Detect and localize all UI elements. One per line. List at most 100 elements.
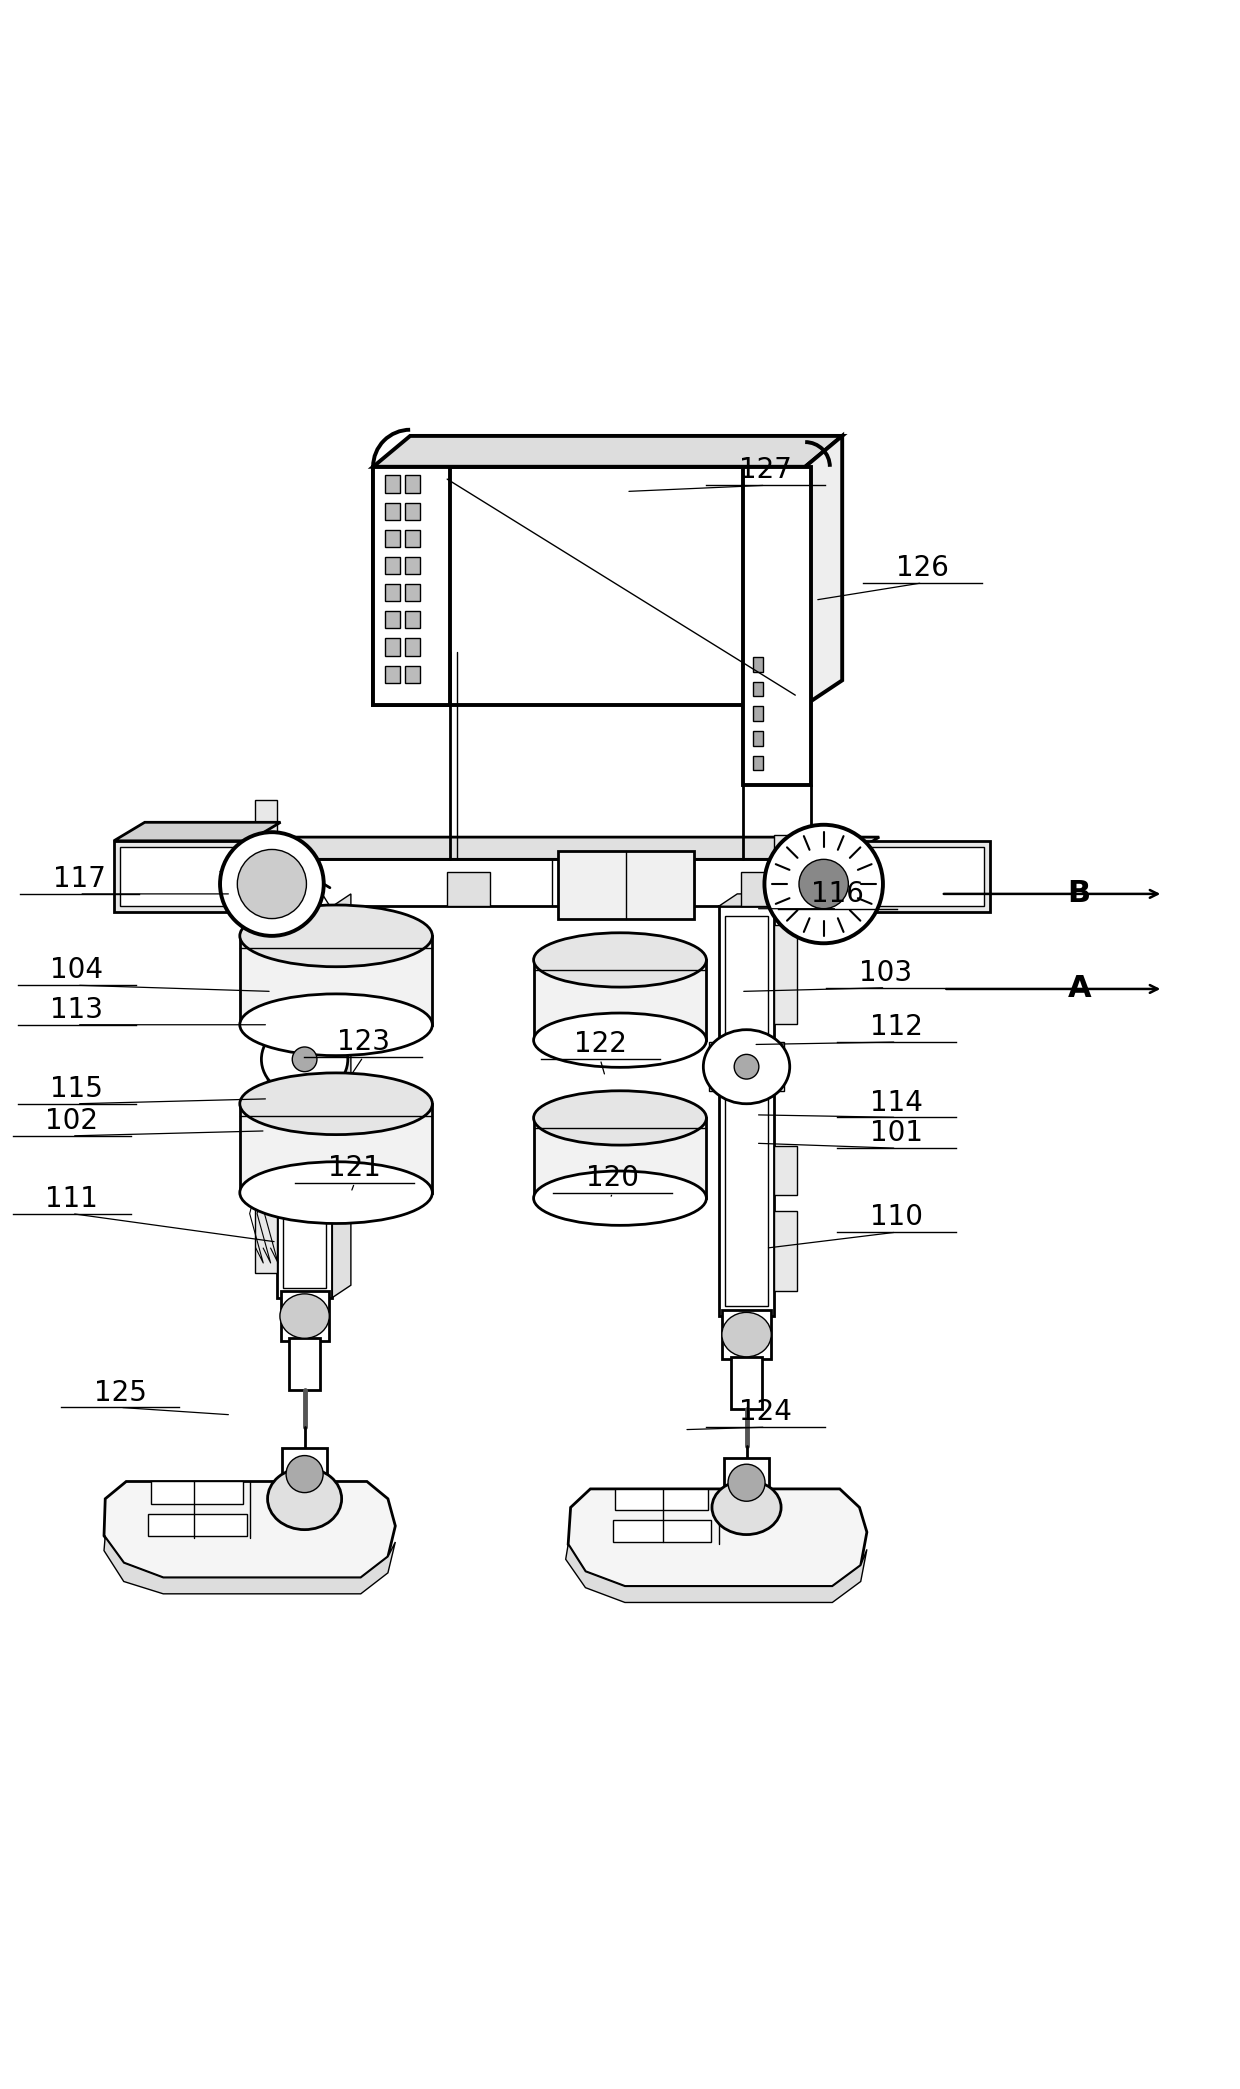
Ellipse shape	[799, 859, 848, 909]
Text: 115: 115	[51, 1076, 103, 1103]
Text: 111: 111	[46, 1184, 98, 1214]
Text: 112: 112	[870, 1013, 923, 1040]
Text: 123: 123	[337, 1028, 389, 1057]
Polygon shape	[237, 838, 879, 859]
Bar	[386, 585, 401, 602]
Ellipse shape	[280, 1293, 330, 1339]
Ellipse shape	[293, 1047, 317, 1072]
Bar	[386, 558, 401, 574]
Bar	[267, 1034, 342, 1084]
Polygon shape	[239, 936, 433, 1026]
Bar	[724, 1458, 769, 1502]
Ellipse shape	[239, 994, 433, 1055]
Bar	[277, 1065, 332, 1297]
Ellipse shape	[533, 1172, 707, 1226]
Bar	[386, 531, 401, 547]
Polygon shape	[104, 1481, 396, 1577]
Ellipse shape	[722, 1312, 771, 1358]
Bar	[742, 871, 815, 907]
Bar	[754, 706, 763, 721]
Bar	[719, 1074, 774, 1316]
Polygon shape	[568, 1489, 867, 1586]
Text: 102: 102	[46, 1107, 98, 1134]
Ellipse shape	[703, 1030, 790, 1103]
Bar	[254, 800, 277, 873]
Bar	[405, 585, 420, 602]
Ellipse shape	[533, 1090, 707, 1145]
Ellipse shape	[239, 1074, 433, 1134]
Bar	[405, 503, 420, 520]
Text: 126: 126	[897, 554, 949, 583]
Bar	[754, 681, 763, 696]
Bar	[405, 666, 420, 683]
Bar	[725, 1082, 768, 1306]
Bar	[283, 1076, 326, 1287]
Bar	[283, 1448, 327, 1496]
Ellipse shape	[219, 831, 324, 936]
Ellipse shape	[712, 1481, 781, 1535]
Bar	[386, 639, 401, 656]
Bar	[558, 850, 694, 919]
Bar	[114, 840, 249, 913]
Bar	[723, 1310, 770, 1360]
Polygon shape	[719, 894, 792, 907]
Polygon shape	[104, 1535, 396, 1594]
Ellipse shape	[728, 1464, 765, 1502]
Bar	[754, 731, 763, 746]
Text: 122: 122	[574, 1030, 626, 1059]
Bar	[774, 836, 796, 909]
Polygon shape	[373, 437, 842, 466]
Polygon shape	[114, 823, 280, 840]
Bar	[254, 1187, 277, 1272]
Bar	[725, 917, 768, 1044]
Polygon shape	[805, 437, 842, 704]
Bar	[754, 656, 763, 673]
Bar	[861, 846, 985, 907]
Bar	[289, 1339, 320, 1389]
Text: 103: 103	[859, 959, 911, 986]
Bar	[448, 871, 490, 907]
Bar	[373, 466, 805, 704]
Ellipse shape	[764, 825, 883, 944]
Text: 101: 101	[870, 1120, 923, 1147]
Bar	[386, 666, 401, 683]
Bar	[774, 925, 796, 1024]
Bar	[854, 840, 991, 913]
Bar	[405, 476, 420, 493]
Ellipse shape	[239, 1161, 433, 1224]
Bar	[373, 466, 450, 704]
Text: 110: 110	[870, 1203, 923, 1230]
Bar	[709, 1042, 784, 1090]
Bar	[280, 1291, 329, 1341]
Ellipse shape	[237, 850, 306, 919]
Polygon shape	[237, 859, 842, 907]
Bar	[732, 1358, 761, 1408]
Text: A: A	[1068, 973, 1091, 1003]
Ellipse shape	[533, 934, 707, 988]
Bar	[405, 531, 420, 547]
Bar	[719, 907, 774, 1055]
Text: 113: 113	[51, 996, 103, 1024]
Text: 127: 127	[739, 457, 792, 485]
Text: 125: 125	[93, 1379, 146, 1406]
Polygon shape	[533, 961, 707, 1040]
Bar	[774, 1145, 796, 1195]
Text: 114: 114	[870, 1088, 923, 1116]
Bar	[386, 476, 401, 493]
Text: 124: 124	[739, 1398, 792, 1427]
Text: 121: 121	[329, 1153, 381, 1182]
Ellipse shape	[268, 1469, 342, 1529]
Text: 104: 104	[51, 957, 103, 984]
Bar	[386, 503, 401, 520]
Text: 117: 117	[53, 865, 105, 894]
Bar	[386, 612, 401, 629]
Ellipse shape	[734, 1055, 759, 1080]
Polygon shape	[332, 894, 351, 1047]
Bar	[277, 907, 332, 1047]
Text: 116: 116	[811, 879, 864, 909]
Bar	[774, 1212, 796, 1291]
Polygon shape	[565, 1544, 867, 1602]
Ellipse shape	[286, 1456, 324, 1494]
Bar	[254, 892, 277, 1015]
Ellipse shape	[533, 1013, 707, 1067]
